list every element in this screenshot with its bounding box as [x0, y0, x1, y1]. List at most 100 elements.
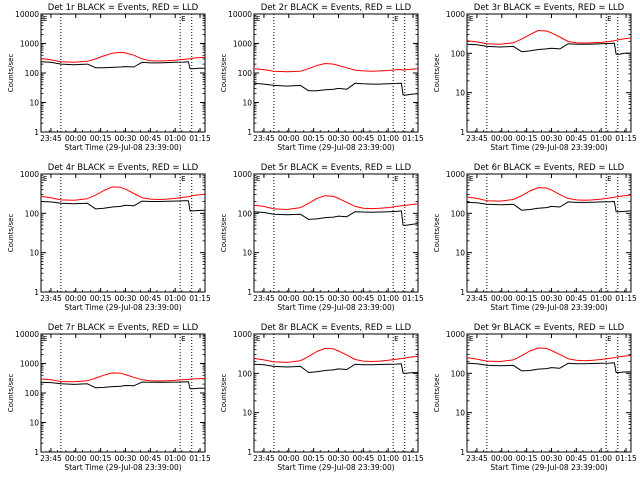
flag-label-right: E: [181, 335, 185, 343]
x-tick-label: 23:45: [40, 134, 62, 143]
plot-frame: [40, 333, 206, 453]
y-tick-label: 1000: [233, 330, 252, 339]
flag-label-left: E: [469, 175, 473, 183]
x-tick-label: 01:00: [164, 134, 186, 143]
series-line-events: [466, 42, 631, 55]
series-line-events: [40, 61, 205, 70]
detector-panel-2: Det 2r BLACK = Events, RED = LLD 1 10 100 10…: [220, 3, 424, 152]
y-tick-label: 100: [238, 209, 253, 218]
y-tick-label: 10: [455, 249, 465, 258]
x-tick-label: 00:30: [115, 454, 137, 463]
x-tick-label: 00:00: [65, 454, 87, 463]
x-tick-label: 23:45: [253, 294, 275, 303]
x-tick-label: 00:45: [566, 134, 588, 143]
detector-panel-3: Det 3r BLACK = Events, RED = LLD 1 10 100 10…: [433, 3, 637, 152]
series-line-lld: [253, 347, 419, 363]
x-tick-label: 00:15: [516, 134, 538, 143]
y-axis-label: Counts/sec: [7, 374, 15, 413]
flag-label-right: E: [394, 175, 398, 183]
x-tick-label: 00:30: [541, 134, 563, 143]
y-tick-label: 10: [455, 89, 465, 98]
series-line-lld: [466, 187, 632, 202]
y-axis-label: Counts/sec: [220, 214, 228, 253]
y-axis-label: Counts/sec: [433, 54, 441, 93]
flag-label-right: E: [607, 15, 611, 23]
detector-panel-7: Det 7r BLACK = Events, RED = LLD 1 10 100 10…: [7, 323, 211, 472]
series-line-lld: [253, 195, 419, 210]
x-tick-label: 00:00: [65, 134, 87, 143]
y-tick-label: 100: [451, 49, 466, 58]
x-tick-label: 00:15: [303, 454, 325, 463]
y-tick-label: 10: [29, 419, 39, 428]
x-tick-label: 00:15: [90, 454, 112, 463]
x-tick-label: 00:00: [278, 454, 300, 463]
chart-title: Det 1r BLACK = Events, RED = LLD: [48, 3, 199, 13]
x-tick-label: 23:45: [466, 454, 488, 463]
x-tick-label: 00:15: [303, 294, 325, 303]
flag-label-left: E: [469, 15, 473, 23]
y-tick-label: 10: [29, 249, 39, 258]
y-tick-label: 1000: [446, 10, 465, 19]
flag-label-right: E: [394, 335, 398, 343]
flag-label-left: E: [256, 175, 260, 183]
chart-title: Det 9r BLACK = Events, RED = LLD: [474, 323, 625, 333]
y-tick-label: 100: [25, 389, 40, 398]
x-tick-label: 01:15: [189, 134, 211, 143]
x-tick-label: 00:00: [491, 134, 513, 143]
series-line-lld: [466, 30, 632, 45]
x-tick-label: 00:15: [516, 454, 538, 463]
x-tick-label: 00:45: [566, 454, 588, 463]
x-tick-label: 00:30: [328, 294, 350, 303]
x-axis-label: Start Time (29-Jul-08 23:39:00): [490, 143, 607, 152]
y-tick-label: 10000: [15, 330, 39, 339]
series-line-lld: [253, 63, 419, 73]
detector-panel-9: Det 9r BLACK = Events, RED = LLD 1 10 100 10…: [433, 323, 637, 472]
flag-label-right: E: [607, 335, 611, 343]
y-tick-label: 10: [455, 409, 465, 418]
y-tick-label: 10000: [15, 10, 39, 19]
y-axis-label: Counts/sec: [7, 214, 15, 253]
x-tick-label: 00:45: [140, 294, 162, 303]
x-tick-label: 00:45: [353, 134, 375, 143]
chart-title: Det 6r BLACK = Events, RED = LLD: [474, 163, 625, 173]
flag-label-left: E: [43, 15, 47, 23]
x-tick-label: 01:00: [164, 454, 186, 463]
flag-label-right: E: [394, 15, 398, 23]
series-line-events: [253, 210, 419, 226]
series-line-lld: [40, 186, 206, 201]
y-axis-label: Counts/sec: [7, 54, 15, 93]
series-line-events: [253, 363, 419, 374]
plot-frame: [40, 13, 206, 133]
x-tick-label: 00:00: [278, 134, 300, 143]
x-tick-label: 01:00: [590, 134, 612, 143]
series-line-lld: [40, 372, 206, 383]
x-axis-label: Start Time (29-Jul-08 23:39:00): [277, 143, 394, 152]
y-tick-label: 1: [34, 448, 39, 457]
x-tick-label: 00:15: [90, 134, 112, 143]
x-axis-label: Start Time (29-Jul-08 23:39:00): [277, 463, 394, 472]
series-line-events: [253, 82, 419, 96]
x-tick-label: 01:00: [590, 294, 612, 303]
x-tick-label: 00:30: [328, 134, 350, 143]
x-tick-label: 01:15: [189, 294, 211, 303]
x-tick-label: 00:00: [491, 294, 513, 303]
detector-panel-5: Det 5r BLACK = Events, RED = LLD 1 10 100 10…: [220, 163, 424, 312]
plot-frame: [466, 333, 632, 453]
x-tick-label: 00:30: [541, 294, 563, 303]
x-tick-label: 01:15: [615, 454, 637, 463]
y-tick-label: 1: [247, 128, 252, 137]
y-tick-label: 1000: [446, 170, 465, 179]
y-tick-label: 1000: [233, 40, 252, 49]
detector-panel-1: Det 1r BLACK = Events, RED = LLD 1 10 100 10…: [7, 3, 211, 152]
x-tick-label: 00:00: [65, 294, 87, 303]
x-tick-label: 00:00: [278, 294, 300, 303]
x-tick-label: 00:30: [541, 454, 563, 463]
y-tick-label: 100: [238, 69, 253, 78]
detector-panel-8: Det 8r BLACK = Events, RED = LLD 1 10 100 10…: [220, 323, 424, 472]
x-tick-label: 00:45: [140, 454, 162, 463]
flag-label-left: E: [469, 335, 473, 343]
y-tick-label: 100: [25, 209, 40, 218]
series-line-events: [466, 201, 632, 213]
